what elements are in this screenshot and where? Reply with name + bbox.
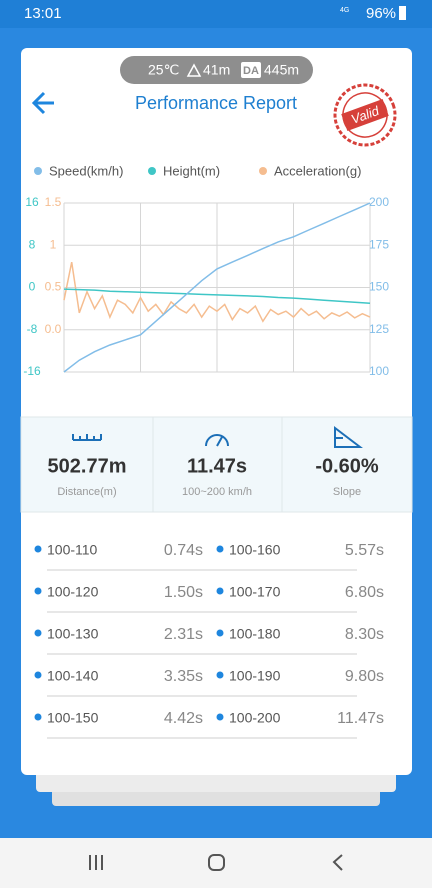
status-battery: 96% <box>366 5 396 22</box>
altitude: 41m <box>203 62 230 78</box>
temperature: 25℃ <box>148 62 179 78</box>
split-time: 11.47s <box>337 710 384 727</box>
chart: Speed(km/h) Height(m) Acceleration(g) 16 8 0 -… <box>23 163 389 378</box>
split-range: 100-150 <box>47 710 99 726</box>
split-range: 100-200 <box>229 710 281 726</box>
page-title: Performance Report <box>135 93 297 113</box>
split-range: 100-110 <box>47 542 98 558</box>
split-time: 9.80s <box>345 668 384 685</box>
split-dot <box>216 545 224 553</box>
stats: 502.77m Distance(m) 11.47s 100~200 km/h -0.6… <box>48 455 379 498</box>
stat-value: 11.47s <box>187 455 247 477</box>
stat-label: Distance(m) <box>57 486 116 498</box>
stamp-ring <box>333 83 397 147</box>
altitude-icon <box>186 63 202 77</box>
status-bar <box>0 0 432 28</box>
split-dot <box>216 587 224 595</box>
split-range: 100-190 <box>229 668 281 684</box>
status-time: 13:01 <box>24 5 62 22</box>
stat-value: -0.60% <box>315 455 379 477</box>
back-button[interactable] <box>31 91 54 115</box>
stamp-band <box>341 99 389 131</box>
split-dot <box>34 671 42 679</box>
legend-dot <box>34 167 42 175</box>
split-time: 0.74s <box>164 542 203 559</box>
split-dot <box>34 629 42 637</box>
legend-label: Acceleration(g) <box>274 163 361 178</box>
legend-dot <box>148 167 156 175</box>
card <box>21 48 412 775</box>
y2-tick-label: 200 <box>369 195 389 209</box>
conditions-pill <box>120 56 313 84</box>
y-tick-label: 8 <box>29 237 36 251</box>
y-tick-label: 0 <box>29 280 36 294</box>
legend-label: Height(m) <box>163 163 220 178</box>
y-tick-label: -8 <box>27 322 38 336</box>
split-range: 100-120 <box>47 584 99 600</box>
recent-apps-button[interactable] <box>89 855 103 870</box>
split-time: 6.80s <box>345 584 384 601</box>
y3-tick-label: 0.5 <box>45 280 62 294</box>
home-button[interactable] <box>208 854 225 871</box>
split-range: 100-170 <box>229 584 281 600</box>
legend-label: Speed(km/h) <box>49 163 123 178</box>
y2-tick-label: 100 <box>369 364 389 378</box>
split-time: 5.57s <box>345 542 384 559</box>
y-tick-label: 16 <box>25 195 39 209</box>
split-dot <box>34 545 42 553</box>
legend-dot <box>259 167 267 175</box>
stat-label: Slope <box>333 486 361 498</box>
y3-tick-label: 1.5 <box>45 195 62 209</box>
split-dot <box>216 713 224 721</box>
split-time: 8.30s <box>345 626 384 643</box>
split-dot <box>216 671 224 679</box>
y2-tick-label: 150 <box>369 280 389 294</box>
split-dot <box>34 587 42 595</box>
series-line <box>63 202 371 373</box>
split-dot <box>34 713 42 721</box>
series-line <box>63 261 371 323</box>
da-value: 445m <box>264 62 299 78</box>
split-range: 100-160 <box>229 542 281 558</box>
stat-label: 100~200 km/h <box>182 486 252 498</box>
splits: 100-110 0.74s 100-120 1.50s 100-130 2.31s 100-… <box>34 542 384 739</box>
battery-icon <box>399 6 406 20</box>
y2-tick-label: 125 <box>369 322 389 336</box>
y3-tick-label: 0.0 <box>45 322 62 336</box>
nav-bar <box>0 838 432 888</box>
distance-icon <box>72 434 102 441</box>
split-time: 1.50s <box>164 584 203 601</box>
split-range: 100-180 <box>229 626 281 642</box>
split-range: 100-140 <box>47 668 99 684</box>
split-time: 4.42s <box>164 710 203 727</box>
stats-panel <box>20 416 413 513</box>
da-label: DA <box>243 65 259 77</box>
stat-value: 502.77m <box>48 455 127 477</box>
timer-icon <box>205 434 229 447</box>
split-dot <box>216 629 224 637</box>
split-range: 100-130 <box>47 626 99 642</box>
y2-tick-label: 175 <box>369 237 389 251</box>
y-tick-label: -16 <box>23 364 41 378</box>
split-time: 2.31s <box>164 626 203 643</box>
slope-icon <box>334 425 363 448</box>
status-network: 4G <box>340 7 349 14</box>
series-line <box>63 288 371 305</box>
split-time: 3.35s <box>164 668 203 685</box>
da-badge <box>241 62 261 78</box>
y3-tick-label: 1 <box>50 237 57 251</box>
back-nav-button[interactable] <box>332 854 343 871</box>
